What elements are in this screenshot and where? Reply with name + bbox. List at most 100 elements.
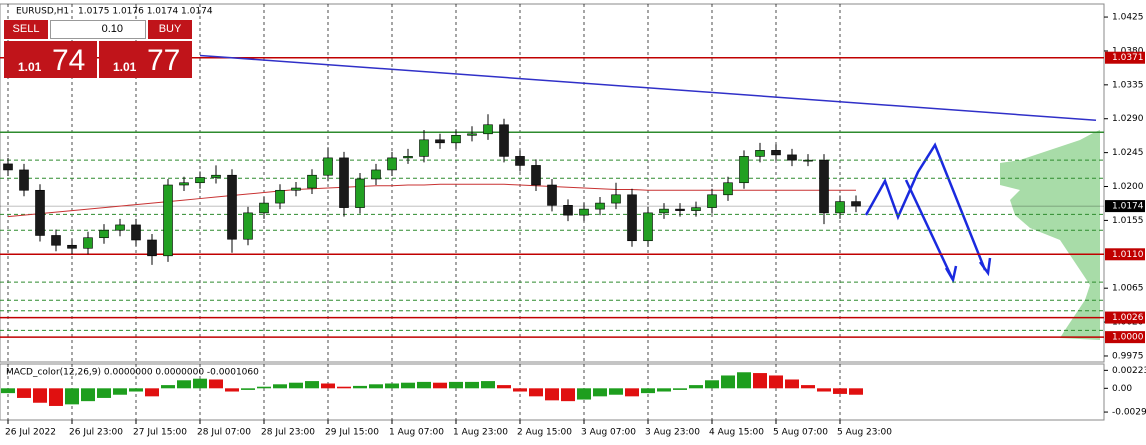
macd-bar xyxy=(625,388,639,397)
macd-bar xyxy=(673,388,687,390)
candle-body xyxy=(19,169,29,191)
macd-bar xyxy=(689,385,703,389)
macd-bar xyxy=(353,385,367,389)
y-tick-label: 1.0290 xyxy=(1112,114,1144,124)
x-tick-label: 26 Jul 2022 xyxy=(5,428,56,438)
candle-body xyxy=(835,201,845,214)
candle-body xyxy=(483,124,493,135)
price-label: 1.0000 xyxy=(1112,333,1144,343)
x-tick-label: 3 Aug 07:00 xyxy=(581,428,636,438)
macd-bar xyxy=(385,383,399,389)
candle-body xyxy=(3,163,13,171)
price-label-bg xyxy=(1105,248,1145,261)
macd-bar xyxy=(33,388,47,403)
macd-title: MACD_color(12,26,9) 0.0000000 0.0000000 … xyxy=(6,368,259,378)
candle-body xyxy=(67,244,77,249)
macd-bar xyxy=(65,388,79,405)
x-tick-label: 5 Aug 23:00 xyxy=(837,428,892,438)
y-tick-label: 1.0065 xyxy=(1112,284,1144,294)
macd-bar xyxy=(305,381,319,389)
y-tick-label: 1.0200 xyxy=(1112,182,1144,192)
macd-bar xyxy=(273,384,287,389)
candle-body xyxy=(227,174,237,240)
x-tick-label: 3 Aug 23:00 xyxy=(645,428,700,438)
candle-body xyxy=(771,150,781,156)
price-label-bg xyxy=(1105,311,1145,324)
macd-bar xyxy=(49,388,63,406)
macd-bar xyxy=(289,382,303,389)
macd-bar xyxy=(769,375,783,389)
macd-bar xyxy=(497,385,511,389)
y-tick-label: 1.0155 xyxy=(1112,216,1144,226)
lot-input[interactable]: 0.10 xyxy=(50,20,146,39)
macd-bar xyxy=(321,383,335,389)
macd-bar xyxy=(209,379,223,389)
candle-body xyxy=(211,174,221,178)
candle-body xyxy=(147,239,157,257)
macd-bar xyxy=(177,380,191,389)
candle-body xyxy=(755,150,765,157)
macd-bar xyxy=(433,382,447,389)
candle-body xyxy=(499,124,509,157)
y-tick-label: 1.0245 xyxy=(1112,148,1144,158)
ask-price[interactable]: 1.01 77 xyxy=(99,41,192,78)
candle-body xyxy=(339,157,349,208)
macd-bar xyxy=(129,388,143,392)
macd-bar xyxy=(193,378,207,389)
candle-body xyxy=(803,159,813,162)
candle-body xyxy=(291,187,301,191)
candle-body xyxy=(243,212,253,240)
candle-body xyxy=(467,133,477,136)
candle-body xyxy=(851,201,861,207)
macd-bar xyxy=(705,380,719,389)
y-tick-label: 0.9975 xyxy=(1112,351,1144,361)
candle-body xyxy=(659,208,669,214)
ask-big: 1.01 xyxy=(113,60,137,74)
candle-body xyxy=(83,237,93,249)
x-tick-label: 26 Jul 23:00 xyxy=(69,428,123,438)
macd-bar xyxy=(753,373,767,389)
macd-bar xyxy=(657,388,671,392)
macd-bar xyxy=(369,384,383,389)
candle-body xyxy=(419,139,429,157)
macd-bar xyxy=(417,381,431,389)
candle-body xyxy=(611,194,621,204)
quote: 1.0175 1.0176 1.0174 1.0174 xyxy=(78,7,213,17)
candle-body xyxy=(259,202,269,214)
candle-body xyxy=(195,177,205,184)
macd-bar xyxy=(577,388,591,400)
macd-bar xyxy=(641,388,655,394)
candle-body xyxy=(531,165,541,186)
candle-body xyxy=(787,154,797,161)
candle-body xyxy=(643,212,653,242)
bid-price[interactable]: 1.01 74 xyxy=(4,41,97,78)
macd-bar xyxy=(257,386,271,389)
macd-bar xyxy=(817,388,831,392)
macd-bar xyxy=(17,388,31,398)
y-tick-label: 0.00 xyxy=(1112,384,1132,394)
price-label: 1.0026 xyxy=(1112,313,1144,323)
volume-profile xyxy=(1000,130,1100,340)
macd-bar xyxy=(593,388,607,397)
buy-button[interactable]: BUY xyxy=(148,20,192,39)
macd-bar xyxy=(225,388,239,392)
macd-bar xyxy=(161,385,175,389)
candle-body xyxy=(403,156,413,159)
ma-line xyxy=(7,183,856,218)
x-tick-label: 2 Aug 15:00 xyxy=(517,428,572,438)
macd-bar xyxy=(81,388,95,402)
candle-body xyxy=(163,184,173,257)
candle-body xyxy=(627,194,637,242)
sell-button[interactable]: SELL xyxy=(4,20,48,39)
x-tick-label: 1 Aug 23:00 xyxy=(453,428,508,438)
candle-body xyxy=(307,174,317,189)
macd-bar xyxy=(801,385,815,389)
bid-small: 74 xyxy=(52,44,86,77)
candle-body xyxy=(451,134,461,144)
price-label: 1.0110 xyxy=(1112,250,1144,260)
y-tick-label: 0.002239 xyxy=(1112,366,1146,376)
candle-body xyxy=(739,156,749,184)
price-label-bg xyxy=(1105,331,1145,344)
